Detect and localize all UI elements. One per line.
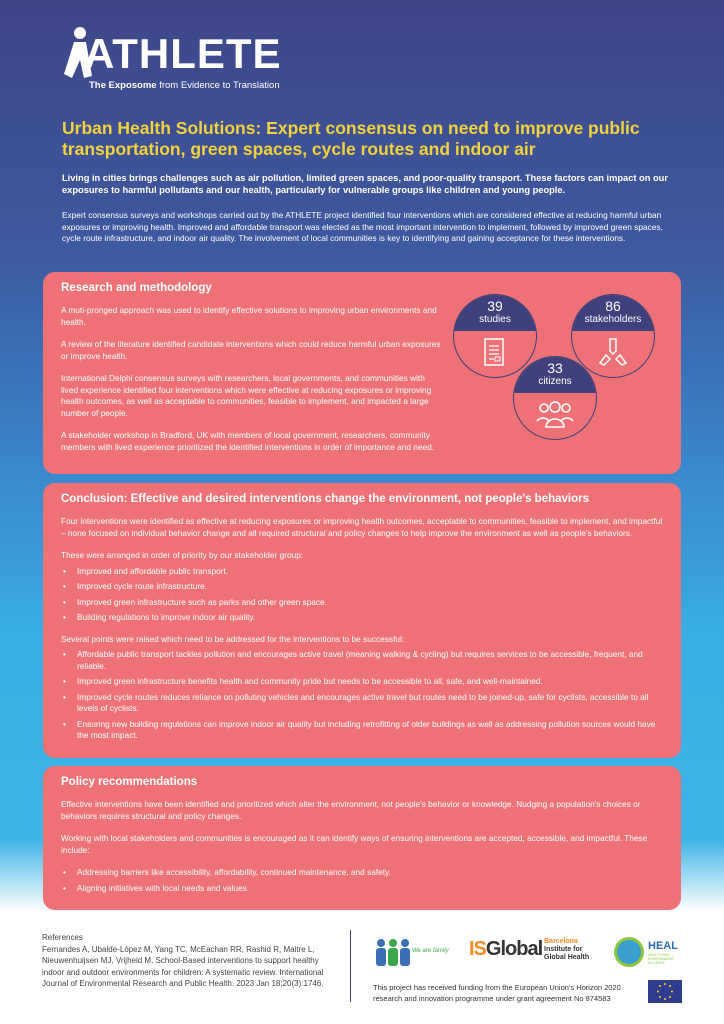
stat-citizens: 33 citizens: [513, 356, 597, 440]
research-section: Research and methodology A muti-pronged …: [43, 272, 681, 474]
list-item: Improved green infrastructure such as pa…: [61, 597, 663, 609]
divider: [350, 930, 351, 1002]
policy-section: Policy recommendations Effective interve…: [43, 766, 681, 910]
list-item: Building regulations to improve indoor a…: [61, 612, 663, 624]
paragraph: Four interventions were identified as ef…: [61, 516, 663, 538]
priority-list: Improved and affordable public transport…: [61, 566, 663, 624]
paragraph: Several points were raised which need to…: [61, 633, 405, 644]
tagline: The Exposome from Evidence to Translatio…: [89, 80, 280, 91]
reference-text: Fernandes A, Ubalde-López M, Yang TC, Mc…: [42, 944, 324, 989]
isglobal-logo: ISGlobal: [469, 938, 543, 960]
paragraph: International Delphi consensus surveys w…: [61, 373, 432, 418]
list-item: Affordable public transport tackles poll…: [61, 649, 663, 672]
funding-text: This project has received funding from t…: [373, 983, 621, 1003]
people-icon: [536, 401, 574, 428]
paragraph: Effective interventions have been identi…: [61, 799, 641, 821]
intro-bold: Living in cities brings challenges such …: [62, 173, 668, 195]
references-heading: References: [42, 933, 83, 942]
bib-logo: We are family: [375, 938, 449, 968]
page-title: Urban Health Solutions: Expert consensus…: [62, 118, 640, 159]
paragraph: A review of the literature identified ca…: [61, 339, 441, 361]
heal-logo-mark: [614, 937, 644, 967]
stat-studies: 39 studies: [453, 294, 537, 378]
logo-text: ATHLETE: [84, 30, 282, 77]
athlete-figure-icon: [64, 27, 92, 78]
list-item: Improved cycle route infrastructure.: [61, 581, 663, 593]
references: References Fernandes A, Ubalde-López M, …: [42, 932, 332, 990]
heal-subtitle: HEALTH AND ENVIRONMENT ALLIANCE: [648, 953, 674, 965]
isglobal-subtitle: Barcelona Institute for Global Health: [544, 938, 590, 961]
list-item: Addressing barriers like accessibility, …: [61, 867, 663, 879]
section-heading: Conclusion: Effective and desired interv…: [61, 493, 590, 505]
policy-list: Addressing barriers like accessibility, …: [61, 867, 663, 894]
paragraph: A muti-pronged approach was used to iden…: [61, 305, 437, 327]
points-list: Affordable public transport tackles poll…: [61, 649, 663, 742]
paragraph: A stakeholder workshop in Bradford, UK w…: [61, 430, 435, 452]
list-item: Improved cycle routes reduces reliance o…: [61, 692, 663, 715]
intro-text: Expert consensus surveys and workshops c…: [62, 210, 663, 243]
conclusion-section: Conclusion: Effective and desired interv…: [43, 483, 681, 758]
stat-stakeholders: 86 stakeholders: [571, 294, 655, 378]
list-item: Improved green infrastructure benefits h…: [61, 676, 663, 688]
section-heading: Research and methodology: [61, 282, 212, 294]
list-item: Improved and affordable public transport…: [61, 566, 663, 578]
eu-flag-icon: [648, 980, 682, 1003]
paragraph: These were arranged in order of priority…: [61, 550, 304, 560]
list-item: Ensuring new building regulations can im…: [61, 719, 663, 742]
hands-icon: [598, 338, 628, 366]
athlete-logo: ATHLETE The Exposome from Evidence to Tr…: [62, 26, 302, 98]
heal-logo: HEAL: [648, 940, 678, 952]
list-item: Aligning initiatives with local needs an…: [61, 883, 663, 895]
document-icon: [484, 338, 504, 366]
paragraph: Working with local stakeholders and comm…: [61, 833, 648, 855]
section-heading: Policy recommendations: [61, 776, 198, 788]
